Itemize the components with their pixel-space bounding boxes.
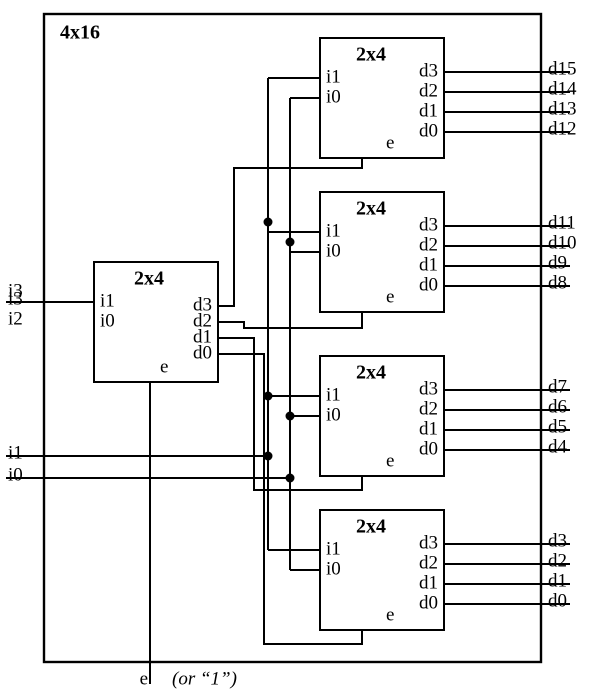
pin-label: i0	[326, 404, 341, 425]
pin-label: d0	[193, 342, 212, 363]
ext-out-label: d10	[548, 232, 577, 253]
pin-label: d0	[419, 438, 438, 459]
pin-label: i0	[326, 86, 341, 107]
ext-out-label: d2	[548, 550, 567, 571]
pin-label: d3	[419, 378, 438, 399]
e-note: (or “1”)	[172, 668, 237, 689]
ext-out-label: d7	[548, 376, 567, 397]
ext-label: i3	[8, 288, 23, 309]
ext-label: i1	[8, 442, 23, 463]
ext-out-label: d3	[548, 530, 567, 551]
pin-label: e	[386, 450, 394, 471]
pin-label: d2	[419, 552, 438, 573]
pin-label: i1	[326, 66, 341, 87]
decoder-title: 2x4	[356, 198, 386, 220]
pin-label: e	[386, 604, 394, 625]
pin-label: i1	[326, 220, 341, 241]
pin-label: d1	[419, 254, 438, 275]
junction-dot	[286, 474, 295, 483]
pin-label: d0	[419, 120, 438, 141]
pin-label: d1	[419, 418, 438, 439]
ext-out-label: d1	[548, 570, 567, 591]
ext-label: i0	[8, 464, 23, 485]
pin-label: d0	[419, 274, 438, 295]
ext-out-label: d12	[548, 118, 577, 139]
pin-label: i1	[326, 538, 341, 559]
ext-out-label: d15	[548, 58, 577, 79]
pin-label: i1	[326, 384, 341, 405]
ext-out-label: d8	[548, 272, 567, 293]
pin-label: e	[386, 286, 394, 307]
pin-label: d1	[419, 572, 438, 593]
outer-title: 4x16	[60, 22, 100, 44]
pin-label: d2	[419, 398, 438, 419]
junction-dot	[286, 412, 295, 421]
ext-out-label: d14	[548, 78, 577, 99]
decoder-title: 2x4	[356, 362, 386, 384]
ext-out-label: d13	[548, 98, 577, 119]
decoder-title: 2x4	[356, 44, 386, 66]
junction-dot	[264, 218, 273, 227]
pin-label: d3	[419, 532, 438, 553]
ext-out-label: d11	[548, 212, 576, 233]
pin-label: e	[386, 132, 394, 153]
pin-label: d3	[419, 60, 438, 81]
pin-label: e	[160, 356, 168, 377]
ext-out-label: d5	[548, 416, 567, 437]
ext-out-label: d0	[548, 590, 567, 611]
ext-out-label: d4	[548, 436, 568, 457]
pin-label: i1	[100, 290, 115, 311]
junction-dot	[286, 238, 295, 247]
pin-label: d1	[419, 100, 438, 121]
pin-label: i0	[326, 558, 341, 579]
pin-label: i0	[100, 310, 115, 331]
ext-out-label: d9	[548, 252, 567, 273]
ext-label: e	[140, 668, 148, 689]
pin-label: d3	[419, 214, 438, 235]
decoder-title: 2x4	[134, 268, 164, 290]
pin-label: d0	[419, 592, 438, 613]
pin-label: d2	[419, 234, 438, 255]
pin-label: d2	[419, 80, 438, 101]
decoder-title: 2x4	[356, 516, 386, 538]
ext-label: i2	[8, 308, 23, 329]
pin-label: i0	[326, 240, 341, 261]
ext-out-label: d6	[548, 396, 567, 417]
